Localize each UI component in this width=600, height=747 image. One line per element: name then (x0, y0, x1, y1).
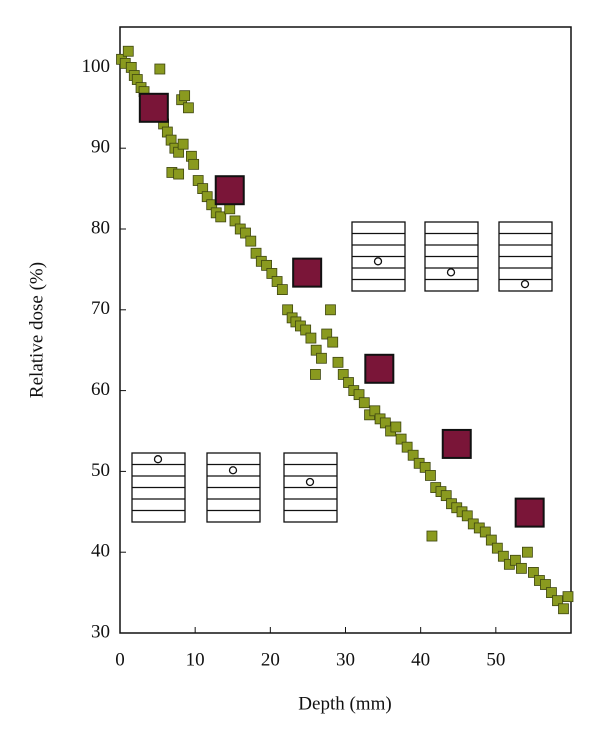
point (321, 328, 333, 340)
y-tick-label: 50 (91, 460, 110, 481)
x-tick-label: 10 (186, 649, 205, 670)
point (528, 567, 539, 578)
point (224, 203, 236, 215)
point (514, 497, 545, 528)
point (179, 90, 191, 102)
point (515, 562, 527, 574)
point (358, 397, 370, 409)
point (491, 542, 503, 554)
diagram-point (228, 466, 238, 475)
y-tick-label: 70 (91, 298, 110, 319)
point (122, 45, 134, 57)
plot-frame (119, 26, 572, 634)
point (540, 579, 551, 590)
point (276, 284, 288, 296)
y-tick-label: 90 (91, 137, 110, 158)
diagram-point (446, 268, 456, 277)
point (138, 92, 169, 123)
y-tick-label: 60 (91, 379, 110, 400)
point (332, 356, 344, 368)
point (479, 526, 491, 538)
point (305, 332, 317, 344)
point (390, 421, 402, 433)
point (327, 336, 339, 348)
point (154, 63, 166, 75)
point (215, 211, 227, 223)
point (485, 534, 497, 546)
point (245, 235, 257, 247)
point (562, 591, 574, 603)
point (188, 158, 200, 170)
diagram-point (373, 257, 383, 266)
y-tick-label: 40 (91, 541, 110, 562)
point (401, 441, 413, 453)
y-tick-label: 30 (91, 621, 110, 642)
point (461, 510, 473, 522)
point (407, 449, 419, 461)
x-axis-label: Depth (mm) (298, 693, 391, 714)
x-tick-label: 0 (115, 649, 125, 670)
diagram-point (153, 455, 163, 464)
phantom-diagrams (131, 221, 553, 523)
y-tick-label: 80 (91, 217, 110, 238)
x-tick-label: 20 (261, 649, 280, 670)
point (522, 546, 533, 558)
y-tick-label: 100 (82, 56, 111, 77)
point (425, 470, 436, 481)
diagram-point (305, 477, 315, 487)
point (552, 595, 563, 607)
point (441, 428, 472, 459)
x-tick-label: 40 (411, 649, 430, 670)
point (316, 352, 327, 364)
point (426, 530, 438, 542)
point (395, 433, 407, 445)
point (325, 304, 336, 316)
point (173, 168, 185, 180)
x-tick-label: 50 (486, 649, 505, 670)
point (364, 353, 395, 384)
y-axis-label: Relative dose (%) (26, 262, 47, 398)
diagram-point (520, 279, 530, 289)
point (214, 175, 245, 206)
point (177, 138, 189, 150)
point (509, 554, 521, 566)
point (183, 102, 194, 114)
x-tick-label: 30 (336, 649, 355, 670)
point (310, 369, 321, 380)
point (292, 257, 323, 288)
point (497, 550, 509, 562)
point (546, 587, 557, 598)
point (558, 603, 569, 615)
